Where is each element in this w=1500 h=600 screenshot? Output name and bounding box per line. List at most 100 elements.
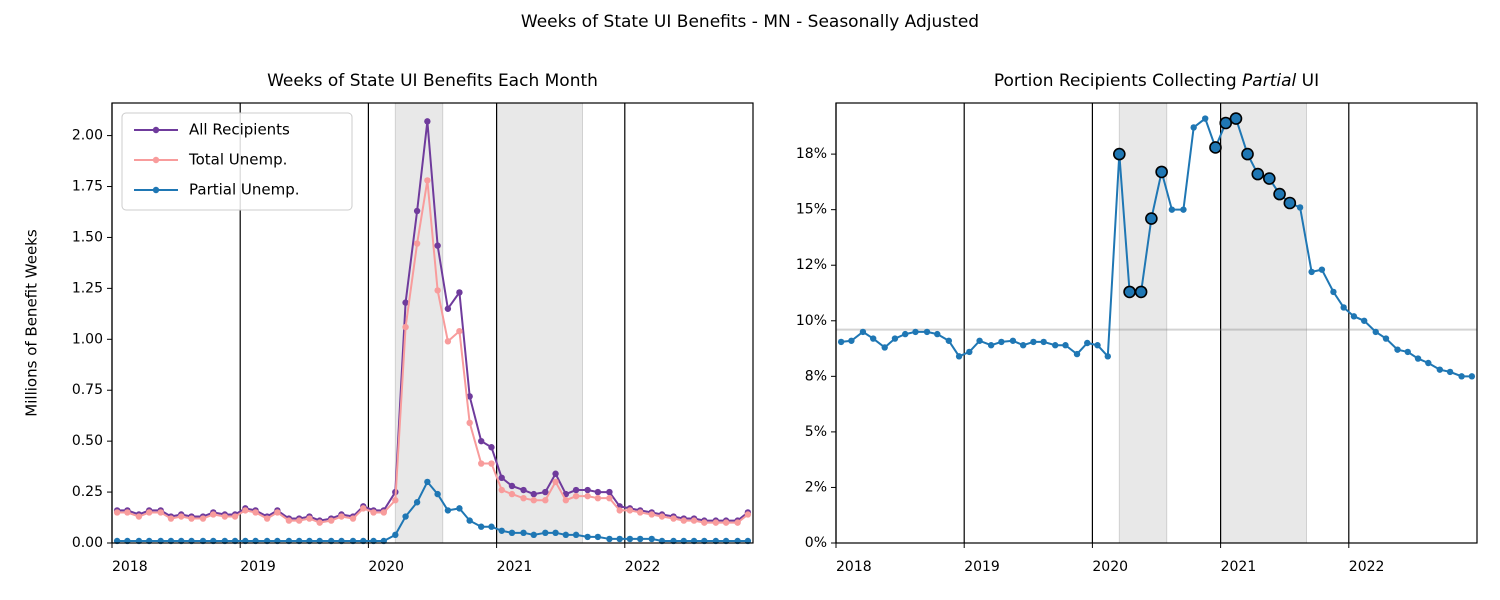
highlighted-point (1283, 196, 1297, 210)
data-point (444, 507, 452, 514)
data-point (466, 419, 473, 427)
plot-frame (111, 102, 754, 544)
data-point (572, 492, 580, 500)
data-point (542, 497, 549, 504)
data-point (380, 509, 387, 516)
data-point (1190, 124, 1197, 131)
data-point (712, 519, 720, 526)
data-point (1394, 346, 1401, 353)
data-point (167, 515, 175, 522)
legend-marker (152, 156, 160, 164)
data-point (434, 287, 441, 294)
data-point (530, 497, 537, 504)
data-point (690, 517, 698, 524)
figure-title: Weeks of State UI Benefits - MN - Season… (521, 12, 979, 32)
data-point (1308, 268, 1315, 276)
data-point (1372, 328, 1379, 336)
data-point (1052, 342, 1059, 349)
data-point (488, 460, 495, 467)
highlighted-point (1113, 147, 1126, 161)
data-point (542, 529, 549, 537)
x-tick-label: 2021 (497, 559, 533, 575)
legend-label: Total Unemp. (188, 151, 287, 169)
data-point (658, 513, 666, 520)
data-point (413, 207, 421, 215)
data-point (1040, 338, 1047, 346)
data-point (370, 509, 377, 516)
data-point (891, 335, 899, 342)
data-point (402, 323, 409, 331)
data-point (520, 494, 527, 502)
data-point (135, 513, 143, 520)
data-point (552, 478, 559, 486)
x-tick-label: 2020 (1092, 559, 1128, 575)
data-point (1458, 373, 1465, 380)
y-tick-label: 2% (805, 479, 827, 495)
data-point (488, 444, 495, 451)
data-point (1296, 204, 1304, 211)
x-tick-label: 2018 (112, 559, 148, 575)
data-point (478, 437, 485, 445)
data-point (508, 529, 516, 537)
data-point (338, 513, 345, 520)
data-point (210, 511, 217, 518)
data-point (1350, 313, 1358, 320)
legend-box (121, 112, 353, 211)
data-point (456, 505, 463, 512)
data-point (444, 338, 452, 345)
data-point (113, 509, 121, 516)
data-point (572, 486, 580, 494)
data-point (424, 118, 431, 125)
data-point (584, 533, 591, 541)
data-point (648, 511, 655, 518)
data-point (648, 535, 655, 543)
data-point (274, 509, 281, 516)
data-point (606, 488, 613, 496)
data-point (584, 492, 591, 500)
data-point (976, 337, 983, 344)
y-tick-label: 1.25 (72, 280, 103, 296)
data-point (987, 342, 995, 349)
legend-marker (152, 126, 160, 134)
title-part: Portion Recipients Collecting (994, 71, 1242, 91)
data-point (1330, 288, 1337, 296)
data-point (636, 535, 644, 543)
highlighted-point (1209, 141, 1222, 154)
data-point (722, 519, 730, 526)
data-point (456, 327, 463, 335)
data-point (1094, 342, 1101, 349)
y-tick-label: 1.00 (72, 331, 103, 347)
data-point (434, 242, 441, 249)
data-point (530, 531, 537, 539)
data-point (1425, 359, 1432, 367)
data-point (616, 507, 623, 514)
highlighted-point (1263, 172, 1276, 185)
y-tick-label: 1.50 (72, 229, 103, 245)
y-tick-label: 0% (805, 535, 827, 551)
data-point (945, 337, 953, 344)
y-tick-label: 5% (805, 424, 827, 440)
data-point (837, 338, 845, 346)
data-point (1318, 266, 1326, 273)
data-point (360, 505, 367, 512)
data-point (848, 337, 855, 344)
data-point (498, 474, 505, 482)
data-point (252, 509, 259, 516)
data-point (145, 509, 153, 516)
data-point (466, 393, 473, 400)
data-point (263, 515, 271, 522)
data-point (530, 490, 537, 498)
data-point (626, 535, 634, 543)
data-point (594, 488, 602, 496)
data-point (998, 338, 1005, 346)
plot-frame (835, 102, 1478, 544)
data-point (1073, 350, 1081, 358)
highlighted-point (1155, 165, 1168, 179)
data-point (594, 494, 602, 502)
data-point (413, 240, 421, 247)
data-point (349, 515, 357, 522)
data-point (1340, 304, 1347, 311)
highlighted-point (1229, 112, 1243, 125)
data-point (859, 328, 867, 336)
